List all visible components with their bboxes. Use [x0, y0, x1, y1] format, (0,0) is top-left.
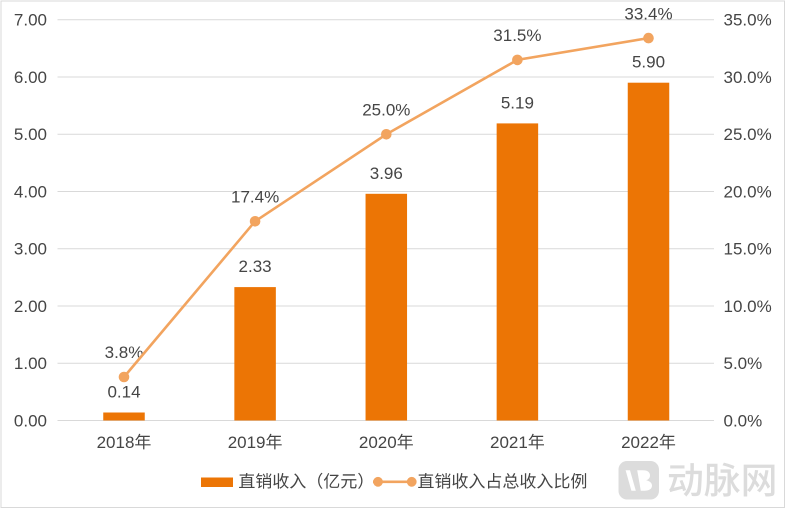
svg-text:2.00: 2.00: [14, 297, 47, 316]
svg-text:20.0%: 20.0%: [724, 182, 772, 201]
svg-text:7.00: 7.00: [14, 11, 47, 30]
svg-text:25.0%: 25.0%: [724, 125, 772, 144]
svg-text:5.90: 5.90: [632, 53, 665, 72]
svg-text:2020: 2020: [359, 433, 397, 452]
svg-text:25.0%: 25.0%: [362, 101, 410, 120]
svg-text:4.00: 4.00: [14, 182, 47, 201]
svg-text:0.00: 0.00: [14, 411, 47, 430]
svg-text:2019: 2019: [228, 433, 266, 452]
svg-text:2.33: 2.33: [239, 257, 272, 276]
svg-text:35.0%: 35.0%: [724, 11, 772, 30]
svg-text:33.4%: 33.4%: [624, 4, 672, 23]
svg-text:10.0%: 10.0%: [724, 297, 772, 316]
svg-text:30.0%: 30.0%: [724, 68, 772, 87]
svg-text:3.8%: 3.8%: [105, 343, 144, 362]
svg-text:3.00: 3.00: [14, 240, 47, 259]
svg-text:17.4%: 17.4%: [231, 188, 279, 207]
svg-text:3.96: 3.96: [370, 164, 403, 183]
svg-text:1.00: 1.00: [14, 354, 47, 373]
svg-text:31.5%: 31.5%: [493, 26, 541, 45]
svg-text:15.0%: 15.0%: [724, 240, 772, 259]
svg-text:2021: 2021: [490, 433, 528, 452]
svg-text:5.0%: 5.0%: [724, 354, 763, 373]
svg-text:5.00: 5.00: [14, 125, 47, 144]
svg-text:2022: 2022: [621, 433, 659, 452]
svg-text:2018: 2018: [97, 433, 135, 452]
svg-text:0.0%: 0.0%: [724, 411, 763, 430]
svg-text:0.14: 0.14: [107, 383, 140, 402]
svg-text:6.00: 6.00: [14, 68, 47, 87]
svg-text:5.19: 5.19: [501, 93, 534, 112]
